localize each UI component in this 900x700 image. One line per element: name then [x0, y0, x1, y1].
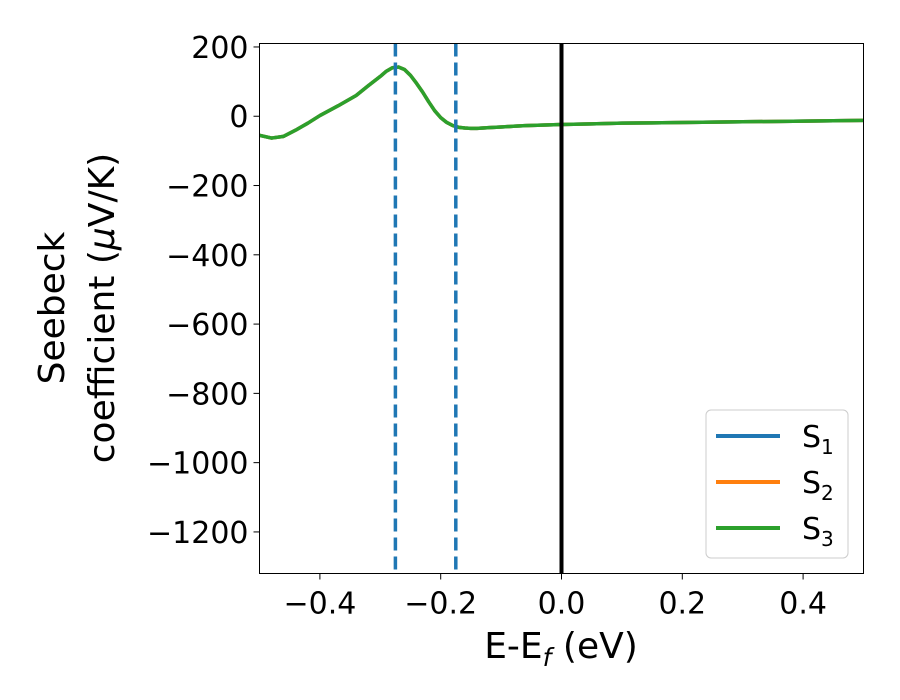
x-tick-label: 0.0: [538, 587, 586, 622]
series-line-s3: [259, 65, 864, 140]
x-axis-ticks: −0.4 −0.2 0.0 0.2 0.4: [283, 573, 827, 622]
plot-content: [259, 43, 864, 574]
y-axis-label-line1: Seebeck: [32, 231, 73, 384]
legend: S1 S2 S3: [705, 409, 849, 559]
x-tick-label: 0.4: [779, 587, 827, 622]
y-tick-label: −600: [166, 308, 248, 343]
legend-label-s1: S1: [802, 420, 834, 459]
x-tick-label: −0.2: [404, 587, 477, 622]
legend-label-s3: S3: [802, 512, 834, 551]
y-tick-label: 0: [229, 100, 248, 135]
legend-label-s2: S2: [802, 466, 834, 505]
x-tick-label: 0.2: [658, 587, 706, 622]
y-axis-label: Seebeck coefficient (μV/K): [32, 153, 123, 463]
y-tick-label: −200: [166, 170, 248, 205]
x-axis-label: E-Ef (eV): [484, 626, 638, 672]
y-tick-label: −1200: [147, 516, 248, 551]
y-tick-label: −1000: [147, 447, 248, 482]
y-axis-ticks: 200 0 −200 −400 −600 −800 −1000 −1200: [147, 31, 260, 551]
y-tick-label: 200: [191, 31, 248, 66]
y-axis-label-line2: coefficient (μV/K): [82, 153, 123, 463]
y-tick-label: −800: [166, 377, 248, 412]
y-tick-label: −400: [166, 239, 248, 274]
x-tick-label: −0.4: [283, 587, 356, 622]
